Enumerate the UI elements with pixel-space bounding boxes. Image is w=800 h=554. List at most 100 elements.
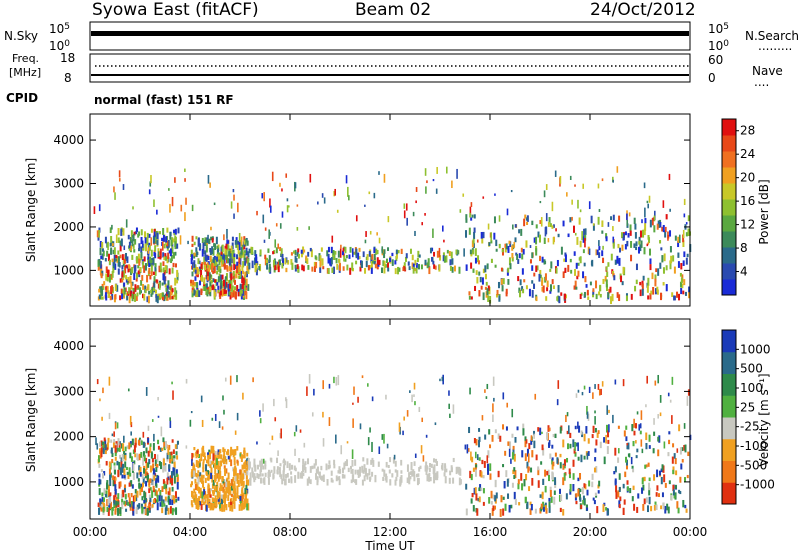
echo-cell bbox=[478, 440, 481, 448]
echo-cell bbox=[145, 480, 148, 487]
echo-cell bbox=[524, 214, 527, 219]
echo-cell bbox=[662, 200, 665, 208]
echo-cell bbox=[560, 246, 563, 255]
echo-cell bbox=[673, 453, 676, 459]
echo-cell bbox=[225, 290, 228, 294]
echo-cell bbox=[201, 248, 204, 257]
echo-cell bbox=[238, 504, 241, 511]
echo-cell bbox=[594, 410, 596, 414]
echo-cell bbox=[259, 469, 262, 477]
echo-cell bbox=[231, 236, 234, 242]
echo-cell bbox=[313, 265, 316, 273]
echo-cell bbox=[230, 459, 233, 467]
echo-cell bbox=[174, 287, 177, 295]
echo-cell bbox=[597, 484, 600, 489]
echo-cell bbox=[191, 254, 194, 261]
echo-cell bbox=[302, 472, 305, 477]
echo-cell bbox=[531, 252, 534, 259]
echo-cell bbox=[568, 468, 571, 475]
echo-cell bbox=[224, 284, 227, 290]
x-tick-label: 20:00 bbox=[573, 525, 608, 539]
echo-cell bbox=[191, 235, 194, 242]
echo-cell bbox=[400, 459, 403, 466]
echo-cell bbox=[425, 465, 428, 472]
echo-cell bbox=[100, 273, 103, 279]
echo-cell bbox=[177, 496, 180, 501]
echo-cell bbox=[647, 295, 650, 300]
echo-cell bbox=[137, 458, 139, 461]
echo-cell bbox=[244, 461, 247, 469]
echo-cell bbox=[264, 460, 267, 467]
echo-cell bbox=[510, 189, 513, 193]
echo-cell bbox=[144, 289, 147, 294]
echo-cell bbox=[522, 423, 525, 429]
echo-cell bbox=[531, 280, 534, 284]
echo-cell bbox=[176, 477, 179, 483]
echo-cell bbox=[137, 265, 140, 269]
echo-cell bbox=[538, 273, 541, 282]
echo-cell bbox=[383, 260, 386, 268]
echo-cell bbox=[652, 448, 655, 454]
echo-cell bbox=[170, 239, 173, 247]
echo-cell bbox=[300, 249, 303, 254]
echo-cell bbox=[593, 467, 596, 473]
echo-cell bbox=[196, 289, 199, 298]
colorbar-tick-label: -500 bbox=[740, 458, 767, 472]
echo-cell bbox=[166, 256, 169, 264]
echo-cell bbox=[434, 472, 437, 481]
echo-cell bbox=[217, 460, 220, 467]
echo-cell bbox=[387, 267, 390, 272]
echo-cell bbox=[174, 240, 177, 248]
echo-cell bbox=[526, 221, 529, 226]
echo-cell bbox=[578, 217, 581, 225]
echo-cell bbox=[229, 486, 232, 491]
echo-cell bbox=[199, 280, 202, 286]
echo-cell bbox=[153, 231, 156, 237]
echo-cell bbox=[267, 477, 270, 485]
echo-cell bbox=[650, 505, 653, 512]
echo-cell bbox=[549, 486, 552, 491]
echo-cell bbox=[223, 286, 226, 295]
echo-cell bbox=[281, 188, 283, 192]
colorbar-segment bbox=[722, 167, 736, 184]
echo-cell bbox=[476, 239, 479, 243]
echo-cell bbox=[314, 255, 317, 260]
echo-cell bbox=[206, 499, 209, 506]
echo-cell bbox=[169, 231, 172, 237]
echo-cell bbox=[190, 471, 193, 478]
echo-cell bbox=[383, 253, 386, 259]
echo-cell bbox=[625, 295, 628, 302]
echo-cell bbox=[543, 237, 546, 244]
echo-cell bbox=[268, 229, 270, 239]
echo-cell bbox=[165, 287, 168, 292]
echo-cell bbox=[402, 267, 405, 272]
echo-cell bbox=[417, 250, 420, 258]
echo-cell bbox=[581, 391, 584, 396]
echo-cell bbox=[104, 236, 107, 244]
echo-cell bbox=[202, 459, 205, 463]
echo-cell bbox=[120, 460, 123, 468]
echo-cell bbox=[297, 471, 300, 479]
echo-cell bbox=[198, 462, 201, 468]
echo-cell bbox=[232, 449, 235, 458]
echo-cell bbox=[266, 264, 269, 270]
echo-cell bbox=[203, 281, 206, 288]
echo-cell bbox=[594, 448, 597, 453]
echo-cell bbox=[485, 396, 488, 399]
echo-cell bbox=[425, 186, 427, 194]
echo-cell bbox=[614, 379, 617, 385]
echo-cell bbox=[282, 258, 285, 267]
echo-cell bbox=[191, 452, 193, 461]
echo-cell bbox=[260, 466, 263, 473]
echo-cell bbox=[155, 466, 158, 472]
echo-cell bbox=[420, 445, 423, 454]
echo-cell bbox=[103, 281, 106, 286]
echo-cell bbox=[132, 233, 135, 242]
echo-cell bbox=[521, 450, 524, 458]
echo-cell bbox=[471, 214, 474, 218]
echo-cell bbox=[480, 471, 483, 478]
echo-cell bbox=[199, 478, 202, 483]
echo-cell bbox=[392, 458, 395, 464]
echo-cell bbox=[164, 464, 167, 472]
echo-cell bbox=[240, 236, 243, 247]
